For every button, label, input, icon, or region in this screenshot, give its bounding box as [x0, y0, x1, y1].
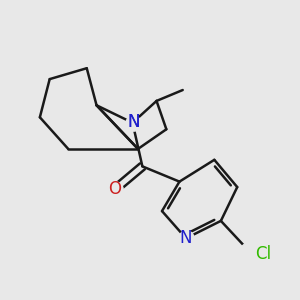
Text: N: N — [128, 113, 140, 131]
Text: N: N — [180, 229, 192, 247]
Text: O: O — [109, 180, 122, 198]
Text: N: N — [128, 113, 140, 131]
Text: Cl: Cl — [255, 244, 271, 262]
